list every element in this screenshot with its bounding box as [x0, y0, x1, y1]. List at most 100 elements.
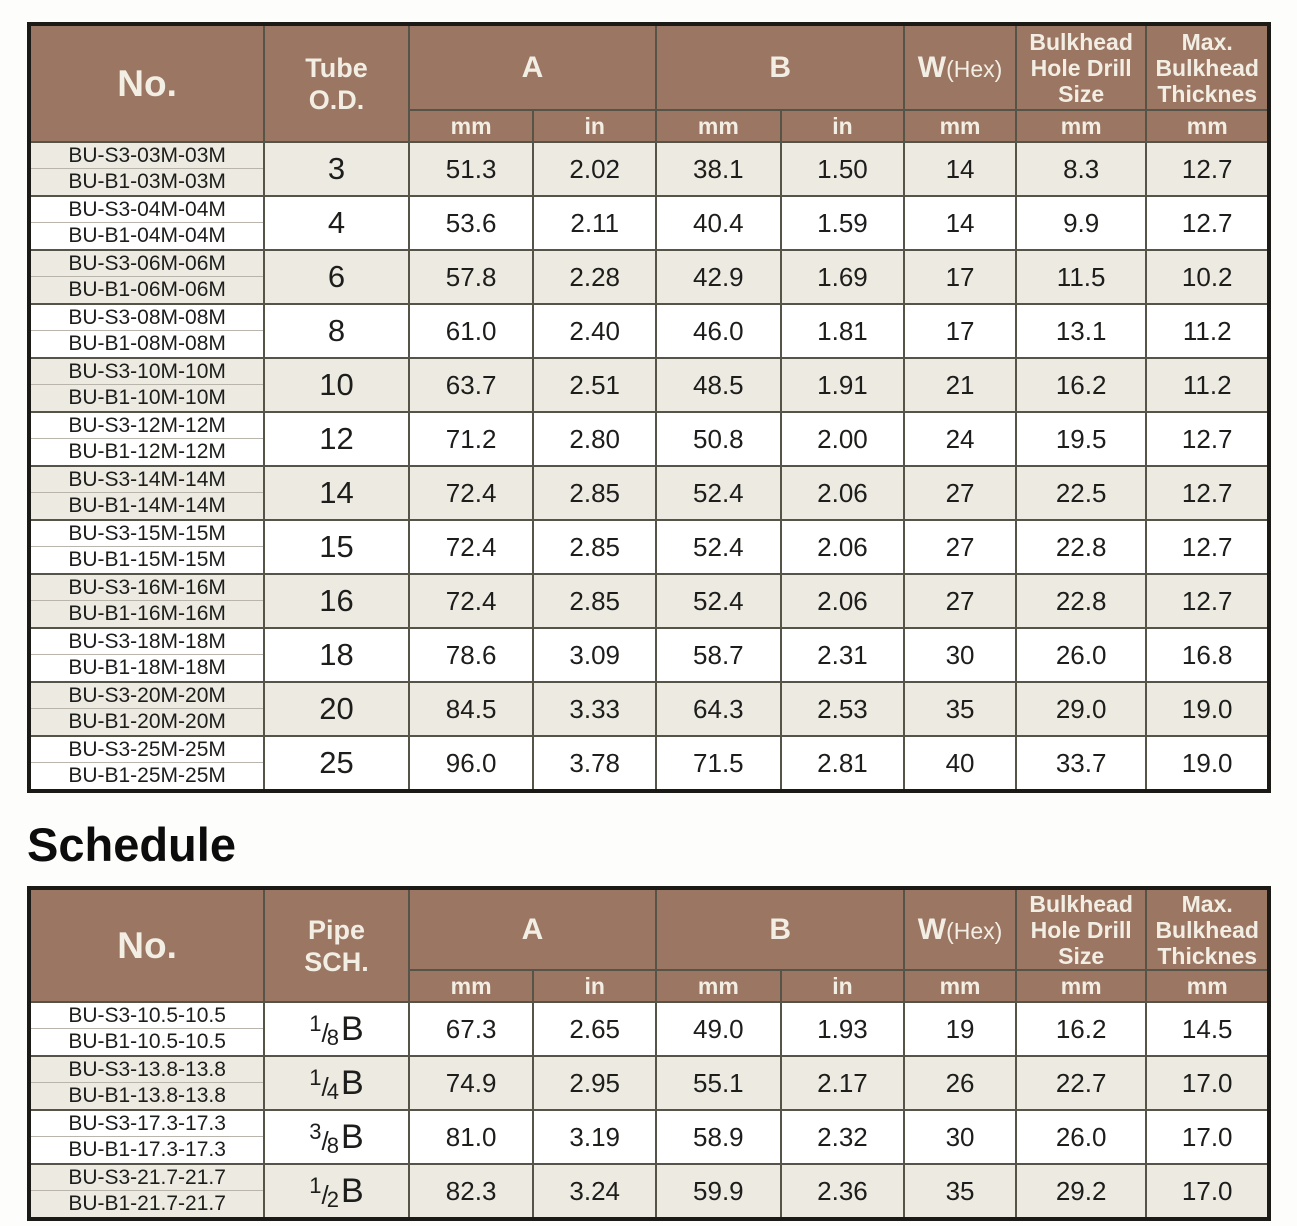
- part-number: BU-B1-18M-18M: [68, 656, 226, 679]
- table-row: BU-S3-13.8-13.8 BU-B1-13.8-13.8 1/4B 74.9 2.…: [27, 1055, 1270, 1111]
- a-in-cell: 2.28: [532, 249, 658, 305]
- part-number: BU-B1-10M-10M: [68, 386, 226, 409]
- a-mm-cell: 72.4: [407, 573, 535, 629]
- fraction-slash: /: [321, 1017, 329, 1048]
- b-in-cell: 1.59: [779, 195, 906, 251]
- part-number-cell: BU-S3-03M-03M BU-B1-03M-03M: [27, 141, 266, 197]
- w-hex-label: (Hex): [946, 917, 1003, 944]
- a-mm-cell: 82.3: [407, 1163, 535, 1220]
- w-hex-mm-cell: 19: [903, 1001, 1017, 1057]
- part-number: BU-B1-14M-14M: [68, 494, 226, 517]
- max-bulkhead-thicknes-mm-cell: 12.7: [1145, 465, 1270, 521]
- part-number-cell: BU-S3-06M-06M BU-B1-06M-06M: [27, 249, 266, 305]
- a-mm-cell: 81.0: [407, 1109, 535, 1165]
- bulkhead-hole-drill-size-mm-cell: 11.5: [1014, 249, 1148, 305]
- part-number: BU-S3-20M-20M: [31, 684, 263, 709]
- a-mm-cell: 84.5: [407, 681, 535, 737]
- b-mm-cell: 58.9: [655, 1109, 782, 1165]
- part-number: BU-S3-03M-03M: [31, 144, 263, 169]
- part-number: BU-B1-16M-16M: [68, 602, 226, 625]
- a-mm-cell: 51.3: [407, 141, 535, 197]
- part-number: BU-B1-06M-06M: [68, 278, 226, 301]
- column-group-a: A: [407, 887, 658, 971]
- bulkhead-hole-drill-size-mm-cell: 22.8: [1014, 519, 1148, 575]
- bulkhead-hole-drill-size-mm-cell: 26.0: [1014, 1109, 1148, 1165]
- max-bulkhead-thicknes-mm-cell: 11.2: [1145, 357, 1270, 413]
- unit-header: mm: [1014, 109, 1148, 143]
- w-label: W: [917, 50, 947, 84]
- column-header-pipe-sch: Pipe SCH.: [263, 887, 410, 1003]
- part-number: BU-S3-18M-18M: [31, 630, 263, 655]
- w-hex-mm-cell: 26: [903, 1055, 1017, 1111]
- column-header-w-hex: W(Hex): [903, 887, 1017, 971]
- b-mm-cell: 55.1: [655, 1055, 782, 1111]
- unit-header: mm: [1145, 969, 1270, 1003]
- a-mm-cell: 63.7: [407, 357, 535, 413]
- tube-od-cell: 14: [263, 465, 410, 521]
- part-number-cell: BU-S3-12M-12M BU-B1-12M-12M: [27, 411, 266, 467]
- pipe-size-suffix: B: [341, 1117, 364, 1156]
- w-hex-mm-cell: 35: [903, 1163, 1017, 1220]
- part-number: BU-B1-10.5-10.5: [68, 1030, 226, 1053]
- tube-od-cell: 10: [263, 357, 410, 413]
- b-mm-cell: 64.3: [655, 681, 782, 737]
- part-number-cell: BU-S3-14M-14M BU-B1-14M-14M: [27, 465, 266, 521]
- part-number: BU-S3-10.5-10.5: [31, 1004, 263, 1029]
- table-row: BU-S3-20M-20M BU-B1-20M-20M 20 84.5 3.33 64.3…: [27, 681, 1270, 737]
- w-hex-mm-cell: 27: [903, 465, 1017, 521]
- part-number-cell: BU-S3-13.8-13.8 BU-B1-13.8-13.8: [27, 1055, 266, 1111]
- fraction-numerator: 1: [309, 1010, 322, 1036]
- pipe-sch-cell: 1/2B: [263, 1163, 410, 1220]
- b-mm-cell: 40.4: [655, 195, 782, 251]
- unit-header: mm: [407, 109, 535, 143]
- a-mm-cell: 96.0: [407, 735, 535, 792]
- max-bulkhead-thicknes-mm-cell: 16.8: [1145, 627, 1270, 683]
- unit-header: mm: [655, 969, 782, 1003]
- w-hex-mm-cell: 40: [903, 735, 1017, 792]
- w-hex-mm-cell: 35: [903, 681, 1017, 737]
- part-number-cell: BU-S3-18M-18M BU-B1-18M-18M: [27, 627, 266, 683]
- part-number: BU-S3-21.7-21.7: [31, 1166, 263, 1191]
- b-mm-cell: 52.4: [655, 465, 782, 521]
- fraction-numerator: 1: [309, 1064, 322, 1090]
- part-number-cell: BU-S3-08M-08M BU-B1-08M-08M: [27, 303, 266, 359]
- b-mm-cell: 52.4: [655, 519, 782, 575]
- tube-od-line1: Tube: [305, 52, 368, 83]
- max-bulkhead-thicknes-mm-cell: 19.0: [1145, 681, 1270, 737]
- a-mm-cell: 71.2: [407, 411, 535, 467]
- a-in-cell: 2.02: [532, 141, 658, 197]
- part-number: BU-S3-14M-14M: [31, 468, 263, 493]
- bulkhead-hole-drill-size-mm-cell: 9.9: [1014, 195, 1148, 251]
- part-number: BU-B1-13.8-13.8: [68, 1084, 226, 1107]
- a-mm-cell: 78.6: [407, 627, 535, 683]
- w-hex-mm-cell: 14: [903, 141, 1017, 197]
- a-in-cell: 3.19: [532, 1109, 658, 1165]
- tube-od-cell: 8: [263, 303, 410, 359]
- tube-od-cell: 16: [263, 573, 410, 629]
- b-in-cell: 2.32: [779, 1109, 906, 1165]
- part-number: BU-B1-21.7-21.7: [68, 1192, 226, 1215]
- b-in-cell: 2.31: [779, 627, 906, 683]
- column-header-bulkhead-hole-drill-size: Bulkhead Hole Drill Size: [1014, 23, 1148, 111]
- unit-header: in: [532, 969, 658, 1003]
- pipe-sch-cell: 3/8B: [263, 1109, 410, 1165]
- bulkhead-hole-drill-size-mm-cell: 29.2: [1014, 1163, 1148, 1220]
- table-row: BU-S3-10M-10M BU-B1-10M-10M 10 63.7 2.51 48.5…: [27, 357, 1270, 413]
- b-in-cell: 2.81: [779, 735, 906, 792]
- max-bulkhead-thicknes-mm-cell: 11.2: [1145, 303, 1270, 359]
- b-mm-cell: 42.9: [655, 249, 782, 305]
- max-bulkhead-thicknes-mm-cell: 12.7: [1145, 411, 1270, 467]
- unit-header: mm: [903, 109, 1017, 143]
- max-bulkhead-thicknes-mm-cell: 19.0: [1145, 735, 1270, 792]
- column-group-b: B: [655, 23, 906, 111]
- part-number: BU-S3-17.3-17.3: [31, 1112, 263, 1137]
- schedule-spec-table: No. Pipe SCH. A B W(Hex) Bulkhead Hole D…: [27, 886, 1271, 1221]
- bulkhead-hole-drill-size-mm-cell: 33.7: [1014, 735, 1148, 792]
- part-number-cell: BU-S3-15M-15M BU-B1-15M-15M: [27, 519, 266, 575]
- pipe-sch-line1: Pipe: [307, 914, 366, 945]
- a-in-cell: 2.51: [532, 357, 658, 413]
- a-in-cell: 2.85: [532, 573, 658, 629]
- w-hex-mm-cell: 14: [903, 195, 1017, 251]
- unit-header: mm: [1014, 969, 1148, 1003]
